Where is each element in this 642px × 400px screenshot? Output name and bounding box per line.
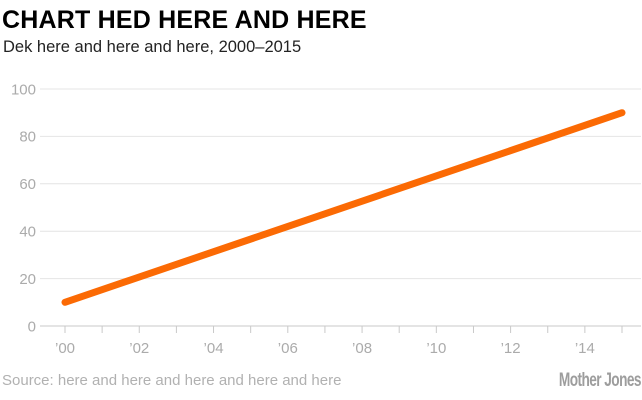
chart-footer: Source: here and here and here and here …: [0, 368, 642, 392]
x-tick-label: ’00: [55, 340, 75, 357]
motherjones-logo: Mother Jones: [558, 370, 642, 391]
line-chart: 0 20 40 60 80 100 ’00 ’02 ’04 ’06 ’08 ’10 ’12 ’14: [11, 81, 641, 357]
x-tick-label: ’14: [575, 340, 595, 357]
y-tick-label: 100: [11, 81, 36, 98]
x-tick-label: ’10: [426, 340, 446, 357]
chart-title: CHART HED HERE AND HERE: [2, 6, 367, 34]
x-tick-label: ’06: [278, 340, 298, 357]
x-tick-label: ’08: [352, 340, 372, 357]
y-tick-label: 60: [19, 176, 36, 193]
y-tick-label: 80: [19, 129, 36, 146]
y-tick-label: 0: [28, 318, 36, 335]
x-tick-label: ’02: [129, 340, 149, 357]
chart-subtitle: Dek here and here and here, 2000–2015: [3, 38, 302, 56]
data-line-series: [61, 109, 626, 306]
y-tick-label: 40: [19, 223, 36, 240]
x-tick-label: ’12: [501, 340, 521, 357]
y-tick-label: 20: [19, 271, 36, 288]
source-note: Source: here and here and here and here …: [2, 372, 342, 389]
x-tick-label: ’04: [204, 340, 224, 357]
